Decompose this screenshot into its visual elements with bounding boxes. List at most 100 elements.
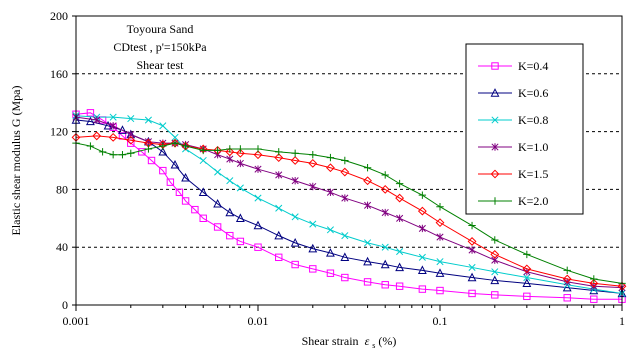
data-point xyxy=(436,233,444,241)
data-point xyxy=(326,248,335,257)
data-point xyxy=(198,187,208,196)
data-point xyxy=(326,153,335,162)
data-point xyxy=(291,149,299,157)
data-point xyxy=(491,268,499,276)
data-point xyxy=(158,146,168,156)
data-point xyxy=(522,264,532,274)
data-point xyxy=(491,236,499,244)
data-point xyxy=(108,132,118,142)
x-axis-label-text: Shear strain xyxy=(302,334,359,348)
data-point xyxy=(274,153,284,163)
legend-item: K=0.6 xyxy=(478,86,548,100)
data-point xyxy=(159,122,167,130)
data-point xyxy=(127,149,135,157)
data-point xyxy=(523,292,531,301)
legend-swatch-marker xyxy=(490,169,500,179)
data-point xyxy=(226,177,234,185)
x-tick-label: 0.01 xyxy=(248,314,269,328)
data-point xyxy=(213,223,222,231)
data-point xyxy=(490,275,500,285)
y-axis-ticks: 0 40 80 120 160 200 xyxy=(50,9,76,312)
data-point xyxy=(363,278,372,286)
data-point xyxy=(326,188,334,196)
y-tick-label: 0 xyxy=(62,298,68,312)
data-point xyxy=(563,266,571,275)
data-point xyxy=(436,286,444,295)
data-point xyxy=(380,184,390,194)
data-point xyxy=(93,116,101,124)
data-point xyxy=(381,208,389,217)
legend-label: K=0.4 xyxy=(518,59,548,73)
data-point xyxy=(363,256,372,266)
data-point xyxy=(341,232,349,240)
data-point xyxy=(253,150,263,160)
data-point xyxy=(159,142,167,150)
x-axis-label-symbol: ε xyxy=(365,334,370,348)
data-point xyxy=(181,142,190,150)
data-point xyxy=(590,275,598,283)
data-point xyxy=(118,151,127,159)
y-tick-label: 160 xyxy=(50,67,68,81)
series-line xyxy=(75,112,622,300)
data-point xyxy=(363,164,372,172)
data-point xyxy=(491,291,499,299)
data-point xyxy=(144,116,152,124)
data-point xyxy=(235,213,245,222)
data-point xyxy=(275,204,283,212)
legend-label: K=0.6 xyxy=(518,86,548,100)
legend-swatch-marker xyxy=(491,143,499,151)
data-point xyxy=(86,142,95,150)
x-tick-label: 0.1 xyxy=(433,314,448,328)
data-point xyxy=(326,226,334,234)
data-point xyxy=(291,177,299,185)
x-axis-label-unit: (%) xyxy=(378,334,396,348)
data-point xyxy=(589,278,599,288)
data-point xyxy=(92,131,102,141)
data-point xyxy=(364,239,372,247)
data-point xyxy=(326,269,335,277)
data-point xyxy=(109,151,117,159)
data-point xyxy=(171,139,179,147)
data-point xyxy=(326,163,335,173)
data-point xyxy=(254,194,262,202)
legend-item: K=0.8 xyxy=(478,113,548,127)
data-point xyxy=(523,273,531,282)
data-point xyxy=(395,179,404,188)
data-point xyxy=(380,259,390,269)
data-point xyxy=(109,122,117,130)
data-point xyxy=(562,274,572,284)
data-point xyxy=(308,158,318,168)
data-point xyxy=(396,214,404,222)
data-point xyxy=(417,265,427,275)
data-point xyxy=(417,206,427,216)
legend: K=0.4 K=0.6 K=0.8 K=1.0 K=1.5 K=2.0 xyxy=(465,43,584,215)
plot-frame xyxy=(75,15,623,306)
data-point xyxy=(103,120,113,130)
data-point xyxy=(254,243,262,251)
data-point xyxy=(144,145,153,153)
legend-swatch-marker xyxy=(491,116,499,124)
data-point xyxy=(523,250,531,259)
x-axis-label: Shear strain ε s (%) xyxy=(302,334,397,351)
data-point xyxy=(171,133,179,141)
data-point xyxy=(181,197,190,205)
data-point xyxy=(341,273,349,282)
data-point xyxy=(418,253,426,261)
y-tick-label: 40 xyxy=(56,240,68,254)
data-point xyxy=(468,263,476,271)
x-axis-ticks: 0.001 0.01 0.1 1 xyxy=(63,305,625,328)
data-point xyxy=(236,237,245,246)
data-point xyxy=(522,278,532,288)
data-point xyxy=(418,224,426,233)
data-point xyxy=(159,166,167,175)
data-point xyxy=(381,281,389,289)
data-point xyxy=(191,205,199,214)
legend-label: K=1.0 xyxy=(518,140,548,154)
data-point xyxy=(86,109,95,117)
data-point xyxy=(309,220,317,228)
data-point xyxy=(98,148,107,156)
data-point xyxy=(236,159,244,168)
legend-swatch-marker xyxy=(491,197,499,205)
data-point xyxy=(175,188,184,196)
data-point xyxy=(226,145,234,153)
